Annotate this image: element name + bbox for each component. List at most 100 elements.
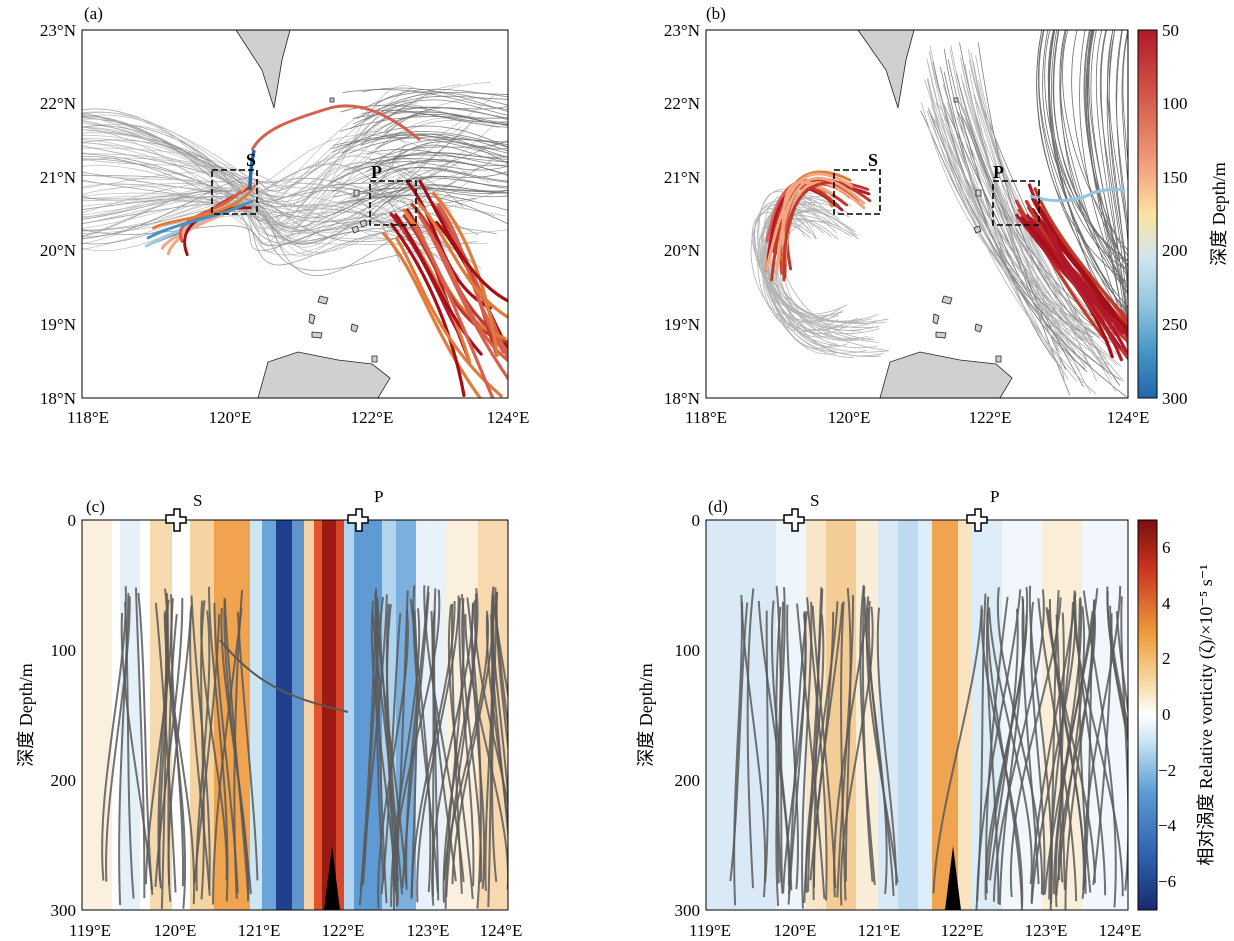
ridge (324, 846, 340, 910)
trajectory (733, 595, 743, 906)
trajectory (458, 597, 475, 887)
x-axis: 118°E 120°E 122°E 124°E (67, 408, 529, 427)
trajectory (473, 599, 508, 810)
colorbar-tick-label: 4 (1162, 594, 1171, 613)
trajectory (359, 588, 378, 891)
faint-trajectory (974, 94, 1122, 358)
faint-trajectory (972, 61, 1066, 385)
faint-trajectory (385, 144, 508, 164)
y-tick-label: 200 (51, 771, 77, 790)
marker-p: P (347, 487, 383, 532)
vorticity-band (1082, 520, 1128, 910)
trajectory (777, 601, 785, 894)
faint-trajectory (364, 92, 508, 121)
colorbar-tick-label: 0 (1162, 705, 1171, 724)
y-axis: 23°N 22°N 21°N 20°N 19°N 18°N (40, 21, 76, 408)
trajectory (154, 597, 184, 887)
faint-trajectory (344, 158, 508, 171)
x-tick-label: 118°E (685, 408, 727, 427)
trajectory (1021, 598, 1040, 885)
x-tick-label: 118°E (67, 408, 109, 427)
y-tick-label: 21°N (40, 168, 76, 187)
faint-trajectory (82, 145, 418, 229)
y-tick-label: 18°N (664, 389, 700, 408)
faint-trajectory (387, 175, 508, 202)
trajectory (464, 614, 508, 890)
vorticity-band (878, 520, 898, 910)
trajectory (118, 592, 130, 906)
colorbar-tick-label: 6 (1162, 538, 1171, 557)
trajectory (409, 598, 432, 893)
trajectory (167, 610, 192, 902)
trajectory (393, 589, 441, 887)
trajectory (405, 585, 430, 890)
faint-trajectory (927, 78, 1122, 367)
faint-trajectory (961, 64, 1087, 368)
faint-trajectory (82, 190, 449, 243)
faint-trajectory (370, 171, 508, 198)
faint-trajectory (372, 166, 508, 187)
faint-trajectory (1122, 31, 1128, 288)
trajectory (975, 593, 987, 910)
colorbar-tick-label: −4 (1158, 816, 1177, 835)
x-tick-label: 119°E (689, 921, 731, 940)
faint-trajectory (387, 112, 508, 123)
x-tick-label: 123°E (1025, 921, 1068, 940)
trajectory (1036, 202, 1128, 333)
ridge (945, 846, 961, 910)
faint-trajectory (763, 202, 854, 358)
faint-trajectory (351, 140, 508, 171)
faint-trajectory (82, 168, 452, 246)
y-tick-label: 100 (51, 641, 77, 660)
faint-trajectory (1115, 30, 1128, 345)
faint-trajectories (750, 30, 1128, 398)
trajectory (1043, 611, 1094, 895)
x-tick-label: 120°E (774, 921, 817, 940)
faint-trajectory (929, 45, 1077, 382)
trajectory (418, 179, 508, 303)
faint-trajectory (360, 91, 508, 111)
colored-trajectories (764, 170, 1128, 362)
vorticity-band (304, 520, 314, 910)
trajectory (137, 592, 154, 895)
trajectory (223, 599, 250, 895)
trajectory (764, 610, 769, 883)
box-p (992, 180, 1040, 226)
box-p (369, 180, 417, 226)
faint-trajectory (1060, 30, 1128, 293)
trajectory (493, 604, 508, 700)
y-tick-label: 21°N (664, 168, 700, 187)
faint-trajectory (1044, 30, 1128, 261)
colorbar-tick-label: −2 (1158, 761, 1176, 780)
colorbar-label: 相对涡度 Relative vorticity (ζ)/×10⁻⁵ s⁻¹ (1196, 564, 1217, 865)
trajectory (236, 611, 259, 881)
box-s-label: S (246, 150, 256, 170)
colorbar-gradient (1137, 29, 1158, 399)
trajectory (134, 587, 146, 899)
faint-trajectory (82, 185, 414, 241)
faint-trajectory (82, 90, 435, 239)
trajectories (101, 585, 508, 910)
trajectory (485, 610, 508, 834)
vorticity-band (898, 520, 918, 910)
x-tick-label: 122°E (322, 921, 365, 940)
panel-label: (b) (706, 4, 726, 23)
faint-trajectory (361, 87, 508, 113)
y-tick-label: 20°N (664, 241, 700, 260)
x-axis: 119°E 120°E 121°E 122°E 123°E 124°E (689, 921, 1141, 940)
vorticity-band (322, 520, 336, 910)
land (235, 30, 391, 398)
vorticity-band (262, 520, 276, 910)
faint-trajectory (1108, 30, 1128, 332)
faint-trajectory (82, 117, 461, 240)
faint-trajectory (82, 188, 499, 253)
marker-p-label: P (990, 487, 999, 506)
trajectory (796, 603, 826, 899)
trajectory (844, 587, 852, 882)
faint-trajectory (977, 42, 1100, 338)
faint-trajectory (82, 126, 434, 244)
faint-trajectory (758, 191, 839, 355)
trajectory (801, 601, 813, 909)
trajectory (105, 596, 131, 882)
trajectory (444, 594, 465, 909)
